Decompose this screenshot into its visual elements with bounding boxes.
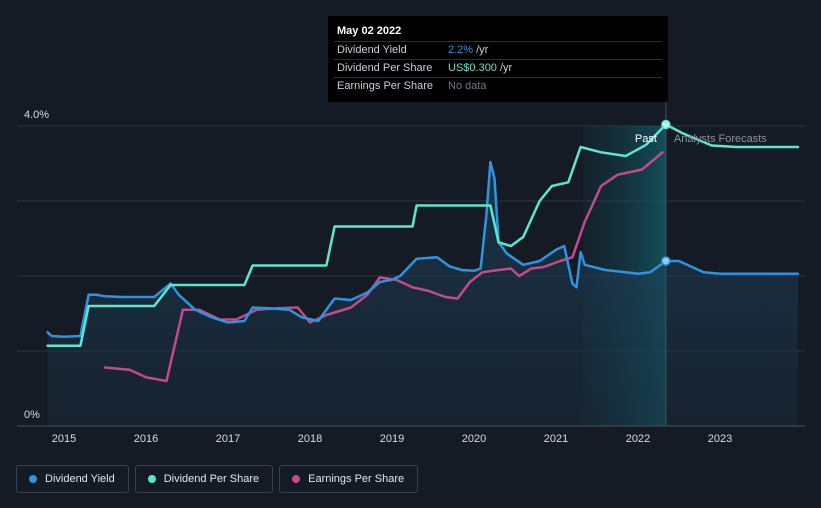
x-tick-label: 2021 [544,433,568,445]
forecast-label: Analysts Forecasts [674,133,767,145]
x-tick-label: 2020 [462,433,486,445]
tooltip-label: Dividend Yield [337,44,407,56]
x-tick-label: 2017 [216,433,240,445]
tooltip-value: US$0.300/yr [448,62,513,74]
legend-label: Dividend Per Share [163,473,260,485]
legend-item-dividend-per-share[interactable]: Dividend Per Share [134,465,274,493]
series-line-dividend-yield [46,160,800,339]
tooltip-label: Dividend Per Share [337,62,433,74]
tooltip-row-dividend-yield: Dividend Yield 2.2%/yr [328,41,668,59]
chart-tooltip: May 02 2022 Dividend Yield 2.2%/yr Divid… [328,16,668,102]
chart-legend: Dividend Yield Dividend Per Share Earnin… [16,465,419,493]
tooltip-value: 2.2%/yr [448,44,489,56]
series-line-earnings-per-share [103,151,664,383]
x-tick-label: 2023 [708,433,732,445]
marker-dividend-per-share [661,119,671,130]
tooltip-row-earnings-per-share: Earnings Per Share No data [328,77,668,95]
legend-dot-icon [29,475,37,483]
tooltip-label: Earnings Per Share [337,80,433,92]
legend-dot-icon [147,475,156,483]
x-tick-label: 2022 [626,433,650,445]
y-tick-label: 4.0% [24,109,49,121]
x-tick-label: 2019 [380,433,404,445]
past-label: Past [635,133,657,145]
tooltip-row-dividend-per-share: Dividend Per Share US$0.300/yr [328,59,668,77]
tooltip-date: May 02 2022 [337,25,402,37]
x-tick-label: 2018 [298,433,322,445]
legend-dot-icon [292,475,301,483]
legend-item-dividend-yield[interactable]: Dividend Yield [16,465,129,493]
x-tick-label: 2016 [134,433,158,445]
legend-label: Dividend Yield [45,473,115,485]
legend-label: Earnings Per Share [308,473,405,485]
legend-item-earnings-per-share[interactable]: Earnings Per Share [279,465,419,493]
dividend-yield-area [47,162,798,426]
marker-dividend-yield [661,256,671,266]
series-line-dividend-per-share [46,123,800,348]
y-tick-label: 0% [24,409,40,421]
tooltip-value: No data [448,80,487,92]
x-tick-label: 2015 [52,433,76,445]
